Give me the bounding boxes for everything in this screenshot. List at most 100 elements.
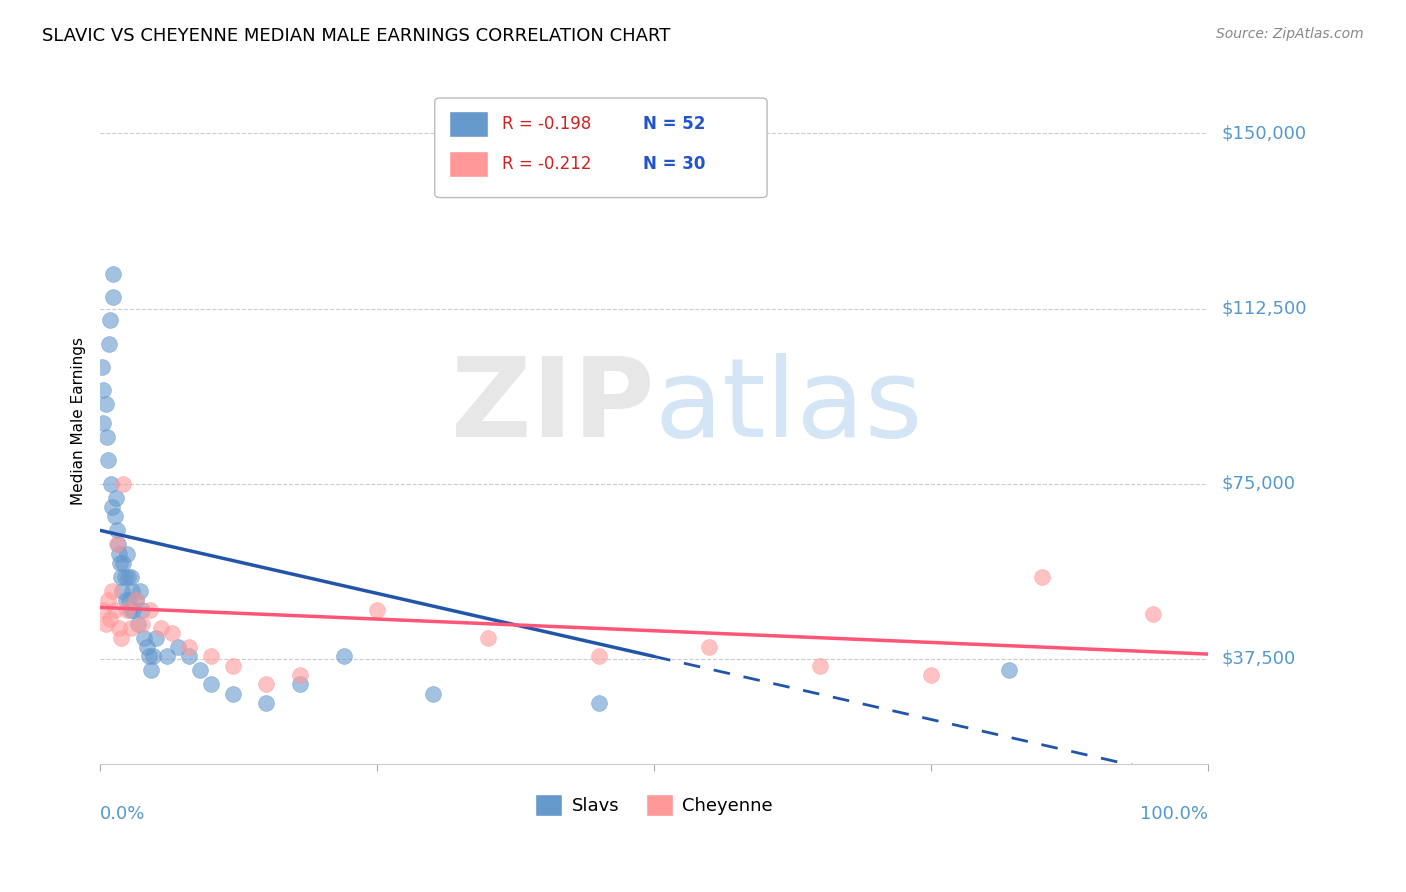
Point [160,626,183,640]
Point [110,631,132,645]
Point [134,631,156,645]
Point [588,696,610,710]
Point [477,631,499,645]
Text: Source: ZipAtlas.com: Source: ZipAtlas.com [1216,27,1364,41]
Point [111,584,134,599]
Point [254,696,277,710]
Point [200,677,222,691]
Point [117,570,139,584]
Point [105,537,128,551]
Point [118,603,141,617]
Point [115,547,138,561]
Text: 100.0%: 100.0% [1140,805,1208,823]
Point [120,570,142,584]
Point [112,476,135,491]
Point [112,556,135,570]
Point [110,570,132,584]
Point [98,336,121,351]
Point [131,603,153,617]
Point [138,649,160,664]
Point [808,658,831,673]
Text: N = 52: N = 52 [643,115,706,133]
Point [124,593,146,607]
Point [115,603,138,617]
Point [93,416,115,430]
Point [101,500,124,514]
Text: $75,000: $75,000 [1222,475,1295,492]
Text: atlas: atlas [654,353,922,460]
Point [93,603,115,617]
Point [145,631,167,645]
Point [108,622,131,636]
Point [100,476,122,491]
Text: ZIP: ZIP [451,353,654,460]
Point [588,649,610,664]
Point [166,640,188,654]
Point [94,616,117,631]
Point [120,622,142,636]
Point [121,584,143,599]
Point [188,664,211,678]
Point [139,603,162,617]
Text: R = -0.212: R = -0.212 [502,155,592,173]
Point [108,556,131,570]
Point [114,570,136,584]
Text: $150,000: $150,000 [1222,125,1306,143]
Point [104,491,127,505]
Point [422,687,444,701]
Point [222,658,245,673]
Point [97,453,120,467]
Point [98,612,121,626]
Point [103,290,125,304]
Point [93,384,115,398]
Legend: Slavs, Cheyenne: Slavs, Cheyenne [529,787,780,823]
Point [699,640,721,654]
Text: N = 30: N = 30 [643,155,706,173]
Point [94,397,117,411]
Point [135,640,157,654]
Point [108,547,131,561]
Point [124,593,146,607]
Point [118,593,141,607]
Point [288,668,311,682]
Point [103,603,125,617]
Point [131,616,153,631]
Point [1142,607,1164,622]
Point [98,313,121,327]
Point [91,359,114,374]
Point [139,664,162,678]
Point [97,593,120,607]
Point [177,640,200,654]
Point [96,430,118,444]
Point [103,509,125,524]
Text: $112,500: $112,500 [1222,300,1306,318]
Point [129,584,152,599]
Point [288,677,311,691]
Point [142,649,165,664]
Point [127,616,149,631]
Point [1031,570,1053,584]
Text: 0.0%: 0.0% [100,805,145,823]
Text: $37,500: $37,500 [1222,649,1295,668]
Point [114,593,136,607]
Point [103,267,125,281]
Point [105,524,128,538]
Point [155,649,177,664]
Point [222,687,245,701]
Point [366,603,388,617]
FancyBboxPatch shape [449,112,488,137]
Point [997,664,1019,678]
Y-axis label: Median Male Earnings: Median Male Earnings [72,336,86,505]
FancyBboxPatch shape [449,151,488,177]
Point [920,668,942,682]
Point [254,677,277,691]
Point [107,537,129,551]
Point [101,584,124,599]
Point [200,649,222,664]
Point [150,622,173,636]
FancyBboxPatch shape [434,98,768,197]
Point [333,649,356,664]
Point [122,603,145,617]
Text: SLAVIC VS CHEYENNE MEDIAN MALE EARNINGS CORRELATION CHART: SLAVIC VS CHEYENNE MEDIAN MALE EARNINGS … [42,27,671,45]
Point [177,649,200,664]
